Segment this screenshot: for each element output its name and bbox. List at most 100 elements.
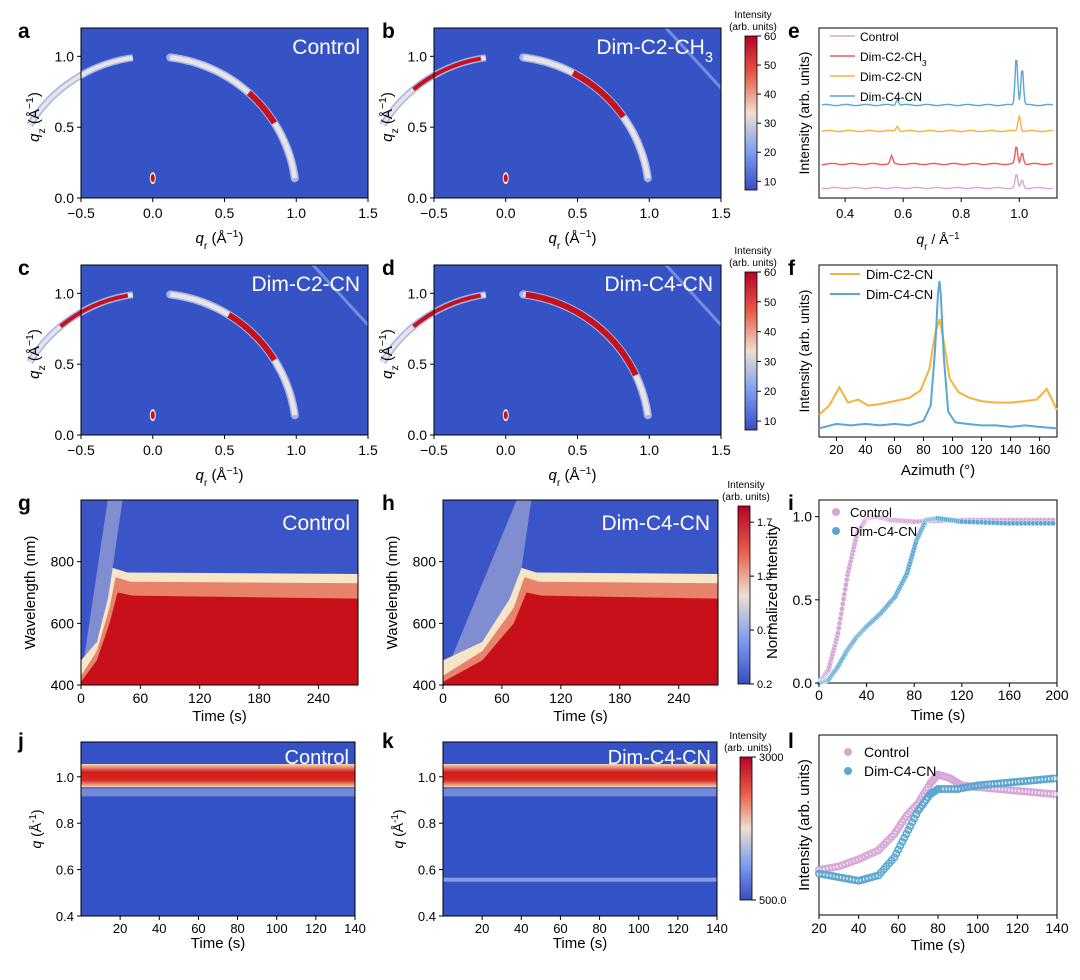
- outer-ring: [664, 263, 723, 327]
- y-axis-label: Intensity (arb. units): [796, 290, 812, 413]
- y-axis-label: q (Å-1): [390, 809, 407, 848]
- y-tick-label: 0.5: [55, 119, 75, 135]
- x-tick-label: 40: [514, 921, 528, 936]
- panel-letter-i: i: [788, 492, 794, 515]
- legend-marker: [844, 748, 852, 756]
- y-tick-label: 0.0: [55, 427, 75, 443]
- x-tick-label: 80: [916, 442, 930, 457]
- giwaxs-map-a: [26, 27, 369, 202]
- x-tick-label: 240: [667, 690, 691, 706]
- x-tick-label: 200: [1045, 687, 1069, 703]
- x-axis-label: Time (s): [553, 708, 607, 725]
- series-Dim-C4-CN: [814, 774, 1058, 885]
- colorbar-title: Intensity: [729, 731, 766, 742]
- giwaxs-map-d: [379, 263, 723, 439]
- data-point: [1050, 520, 1056, 527]
- y-tick-label: 800: [51, 554, 75, 570]
- x-tick-label: 60: [133, 690, 149, 706]
- data-point: [1049, 774, 1058, 783]
- outer-ring: [664, 26, 723, 90]
- colorbar-tick-label: 0.2: [757, 679, 772, 691]
- data-point: [844, 576, 850, 583]
- data-point: [898, 837, 907, 846]
- colorbar-tick-label: 0.7: [757, 625, 772, 637]
- x-axis-label: qr (Å−1): [196, 465, 244, 489]
- y-tick-label: 0.6: [418, 863, 436, 878]
- panel-letter-l: l: [788, 730, 794, 753]
- data-point: [906, 822, 915, 831]
- x-tick-label: 160: [998, 687, 1022, 703]
- y-tick-label: 0.8: [56, 816, 74, 831]
- series-line-Dim-C4-CN: [818, 280, 1058, 430]
- y-tick-label: 1.0: [56, 770, 74, 785]
- y-tick-label: 0.4: [418, 909, 436, 924]
- x-tick-label: 0.0: [496, 442, 516, 458]
- colorbar-bar: [744, 271, 758, 431]
- colorbar-tick-label: 500.0: [759, 895, 787, 907]
- colorbar-tick-label: 60: [764, 31, 776, 43]
- panel-title: Dim-C2-CH3: [596, 36, 713, 66]
- pl-core: [81, 592, 358, 685]
- panel-letter-k: k: [382, 730, 394, 753]
- y-tick-label: 0.5: [408, 119, 428, 135]
- y-axis-label: qz (Å−1): [24, 329, 48, 379]
- colorbar-tick-label: 1.7: [757, 517, 772, 529]
- x-tick-label: 120: [667, 921, 689, 936]
- pl-map-h: [439, 499, 719, 689]
- y-tick-label: 0.5: [408, 356, 428, 372]
- colorbar-tick-label: 30: [764, 118, 776, 130]
- y-axis-label: Wavelength (nm): [22, 536, 39, 650]
- series-line-Dim-C2-CH: [821, 146, 1054, 166]
- legend-label: Control: [864, 744, 909, 760]
- colorbar-tick-label: 3000: [759, 752, 783, 764]
- data-point: [912, 810, 921, 819]
- x-tick-label: 0.6: [894, 206, 912, 221]
- pl-map-g: [77, 499, 359, 689]
- y-tick-label: 0.0: [408, 190, 428, 206]
- x-tick-label: 120: [549, 690, 573, 706]
- colorbar-insitu: [739, 756, 756, 901]
- y-tick-label: 1.0: [55, 48, 75, 64]
- y-tick-label: 0.5: [55, 356, 75, 372]
- y-tick-label: 0.8: [418, 816, 436, 831]
- legend-label: Dim-C2-CH3: [860, 50, 927, 68]
- colorbar-title: (arb. units): [722, 492, 770, 503]
- map-frame: [442, 741, 718, 917]
- colorbar-top: [744, 35, 761, 191]
- data-point: [842, 586, 849, 593]
- x-tick-label: 20: [113, 921, 127, 936]
- x-tick-label: 40: [859, 687, 875, 703]
- x-tick-label: 0: [77, 690, 85, 706]
- x-tick-label: 0.0: [143, 442, 163, 458]
- panel-title: Dim-C4-CN: [605, 273, 714, 296]
- colorbar-bar: [739, 756, 753, 901]
- data-point: [894, 845, 903, 854]
- secondary-band: [443, 877, 717, 882]
- data-point: [836, 625, 842, 632]
- y-axis-label: Intensity (arb. units): [796, 52, 812, 175]
- x-tick-label: 240: [307, 690, 331, 706]
- giwaxs-map-c: [26, 263, 370, 439]
- x-tick-label: 1.0: [640, 442, 660, 458]
- map-frame: [80, 499, 359, 686]
- ring-right-hot: [227, 312, 277, 362]
- y-axis-label: qz (Å−1): [24, 92, 48, 142]
- x-tick-label: 40: [858, 442, 872, 457]
- data-point: [871, 872, 880, 881]
- colorbar-tick-label: 1.2: [757, 571, 772, 583]
- x-tick-label: 40: [851, 920, 867, 936]
- x-tick-label: 0.5: [215, 205, 235, 221]
- x-tick-label: −0.5: [67, 442, 95, 458]
- x-tick-label: 1.5: [358, 205, 378, 221]
- colorbar-tick-label: 60: [764, 267, 776, 279]
- x-tick-label: 140: [706, 921, 728, 936]
- ring-left-hot: [412, 293, 482, 329]
- series-Control: [816, 513, 1056, 686]
- ring-right-hot: [246, 90, 277, 125]
- y-tick-label: 1.0: [408, 48, 428, 64]
- x-tick-label: 160: [1029, 442, 1051, 457]
- y-tick-label: 600: [51, 615, 75, 631]
- panel-letter-d: d: [382, 257, 395, 280]
- y-tick-label: 1.0: [55, 285, 75, 301]
